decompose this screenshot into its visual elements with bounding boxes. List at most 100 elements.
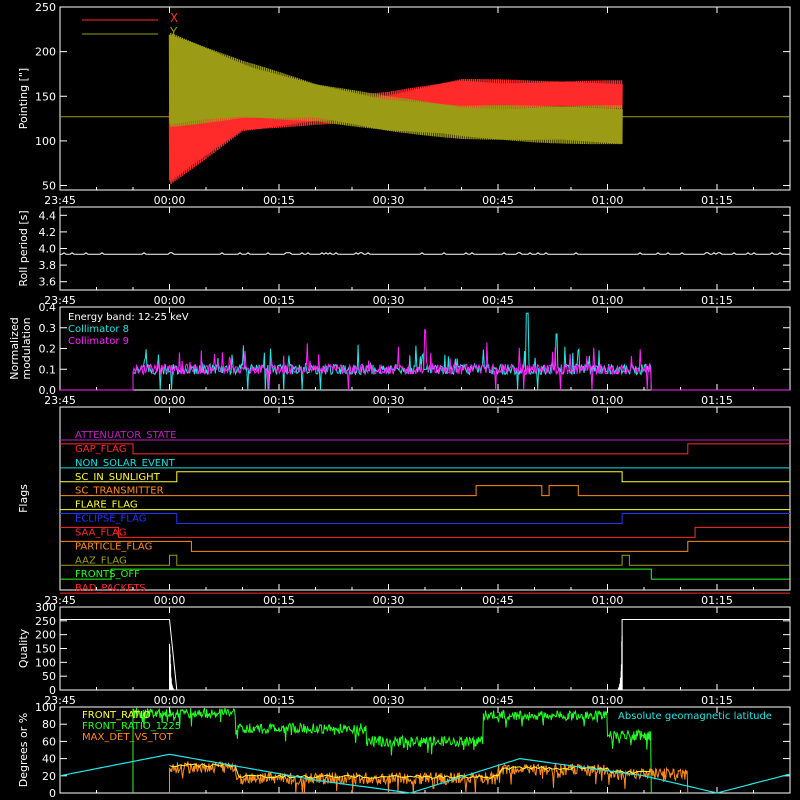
- modulation-ytick-label: 0.0: [39, 384, 57, 397]
- modulation-xtick-label: 00:45: [482, 394, 514, 407]
- pointing-ylabel-line: Pointing ["]: [17, 68, 30, 129]
- flag-label: SC_TRANSMITTER: [75, 486, 164, 497]
- roll-xtick-label: 00:15: [263, 294, 295, 307]
- roll-ylabel: Roll period [s]: [17, 210, 30, 286]
- modulation-xtick-label: 00:15: [263, 394, 295, 407]
- max-det-vs-tot-line: [169, 761, 689, 794]
- modulation-xtick-label: 01:15: [701, 394, 733, 407]
- ratios-ylabel-line: Degrees or %: [17, 713, 30, 787]
- front-ratio-line: [169, 763, 652, 779]
- roll-xtick-label: 23:45: [44, 294, 76, 307]
- pointing-xtick-label: 00:45: [482, 194, 514, 207]
- modulation-ytick-label: 0.2: [39, 343, 57, 356]
- pointing-xtick-label: 00:15: [263, 194, 295, 207]
- roll-xtick-label: 01:00: [592, 294, 624, 307]
- ratios-ylabel: Degrees or %: [17, 713, 30, 787]
- modulation-ytick-label: 0.1: [39, 363, 57, 376]
- pointing-xtick-label: 00:30: [373, 194, 405, 207]
- quality-xtick-label: 01:15: [701, 694, 733, 707]
- ratios-ytick-label: 0: [49, 787, 56, 800]
- front-ratio-1225-line: [132, 707, 652, 794]
- ratios-ytick-label: 20: [42, 770, 56, 783]
- quality-xtick-label: 00:00: [154, 694, 186, 707]
- quality-xtick-label: 00:15: [263, 694, 295, 707]
- quality-ytick-label: 50: [42, 670, 56, 683]
- pointing-ytick-label: 250: [35, 1, 56, 14]
- modulation-xtick-label: 00:30: [373, 394, 405, 407]
- roll-xtick-label: 00:45: [482, 294, 514, 307]
- quality-ytick-label: 250: [35, 615, 56, 628]
- ratios-ytick-label: 60: [42, 735, 56, 748]
- flags-xtick-label: 00:30: [373, 594, 405, 607]
- roll-xtick-label: 00:30: [373, 294, 405, 307]
- pointing-ytick-label: 50: [42, 180, 56, 193]
- modulation-legend-2: Collimator 9: [68, 336, 129, 347]
- quality-line: [60, 618, 790, 691]
- roll-ytick-label: 4.0: [39, 243, 57, 256]
- quality-xtick-label: 00:45: [482, 694, 514, 707]
- quality-xtick-label: 23:45: [44, 694, 76, 707]
- quality-xtick-label: 00:30: [373, 694, 405, 707]
- pointing-xtick-label: 23:45: [44, 194, 76, 207]
- flags-ylabel-line: Flags: [17, 484, 30, 513]
- pointing-ytick-label: 150: [35, 90, 56, 103]
- series-y-line: [168, 32, 623, 145]
- flag-label: FLARE_FLAG: [75, 500, 138, 511]
- flags-xtick-label: 01:15: [701, 594, 733, 607]
- quality-ylabel: Quality: [17, 628, 30, 668]
- geomagnetic-latitude-line: [59, 753, 791, 794]
- modulation-xtick-label: 23:45: [44, 394, 76, 407]
- pointing-ylabel: Pointing ["]: [17, 68, 30, 129]
- flag-aaz-flag-line: [60, 554, 790, 566]
- quality-ytick-label: 150: [35, 643, 56, 656]
- ratios-legend-3: Absolute geomagnetic latitude: [618, 711, 772, 722]
- flags-xtick-label: 00:15: [263, 594, 295, 607]
- collimator-9-line: [60, 329, 790, 391]
- ratios-ytick-label: 100: [35, 701, 56, 714]
- modulation-ylabel-line: modulation: [20, 317, 33, 379]
- ratios-legend-2: MAX_DET_VS_TOT: [82, 732, 174, 743]
- modulation-legend-1: Collimator 8: [68, 324, 129, 335]
- roll-ylabel-line: Roll period [s]: [17, 210, 30, 286]
- modulation-xtick-label: 00:00: [154, 394, 186, 407]
- flag-label: NON_SOLAR_EVENT: [75, 458, 176, 469]
- flag-eclipse-flag-line: [60, 513, 790, 524]
- ratios-legend-1: FRONT_RATIO_1225: [82, 721, 181, 732]
- modulation-ylabel-line: Normalized: [8, 317, 21, 379]
- quality-ylabel-line: Quality: [17, 628, 30, 668]
- modulation-legend-0: Energy band: 12-25 keV: [68, 312, 189, 323]
- flag-label: AAZ_FLAG: [75, 555, 127, 566]
- flag-label: GAP_FLAG: [75, 444, 127, 455]
- quality-ytick-label: 0: [49, 684, 56, 697]
- flags-xtick-label: 00:00: [154, 594, 186, 607]
- quality-spike-1: [617, 636, 623, 690]
- legend-label-y: Y: [169, 25, 178, 39]
- pointing-ytick-label: 100: [35, 135, 56, 148]
- series-x-line: [168, 78, 623, 185]
- roll-ytick-label: 3.6: [39, 276, 57, 289]
- flag-label: SAA_FLAG: [75, 527, 126, 538]
- modulation-ytick-label: 0.3: [39, 322, 57, 335]
- roll-ytick-label: 4.2: [39, 226, 57, 239]
- legend-label-x: X: [170, 11, 178, 25]
- quality-ytick-label: 100: [35, 656, 56, 669]
- quality-ytick-label: 200: [35, 629, 56, 642]
- roll-xtick-label: 00:00: [154, 294, 186, 307]
- flag-saa-flag-line: [60, 526, 790, 538]
- flag-particle-flag-line: [60, 540, 790, 552]
- flag-label: FRONTS_OFF: [75, 569, 140, 580]
- modulation-ytick-label: 0.4: [39, 301, 57, 314]
- flag-gap-flag-line: [60, 443, 790, 455]
- pointing-xtick-label: 01:00: [592, 194, 624, 207]
- pointing-xtick-label: 00:00: [154, 194, 186, 207]
- ratios-ytick-label: 80: [42, 718, 56, 731]
- roll-ytick-label: 3.8: [39, 259, 57, 272]
- flag-sc-transmitter-line: [60, 485, 790, 497]
- modulation-xtick-label: 01:00: [592, 394, 624, 407]
- flag-label: ATTENUATOR_STATE: [75, 430, 176, 441]
- flag-label: BAD_PACKETS: [75, 583, 146, 594]
- pointing-xtick-label: 01:15: [701, 194, 733, 207]
- roll-xtick-label: 01:15: [701, 294, 733, 307]
- ratios-ytick-label: 40: [42, 753, 56, 766]
